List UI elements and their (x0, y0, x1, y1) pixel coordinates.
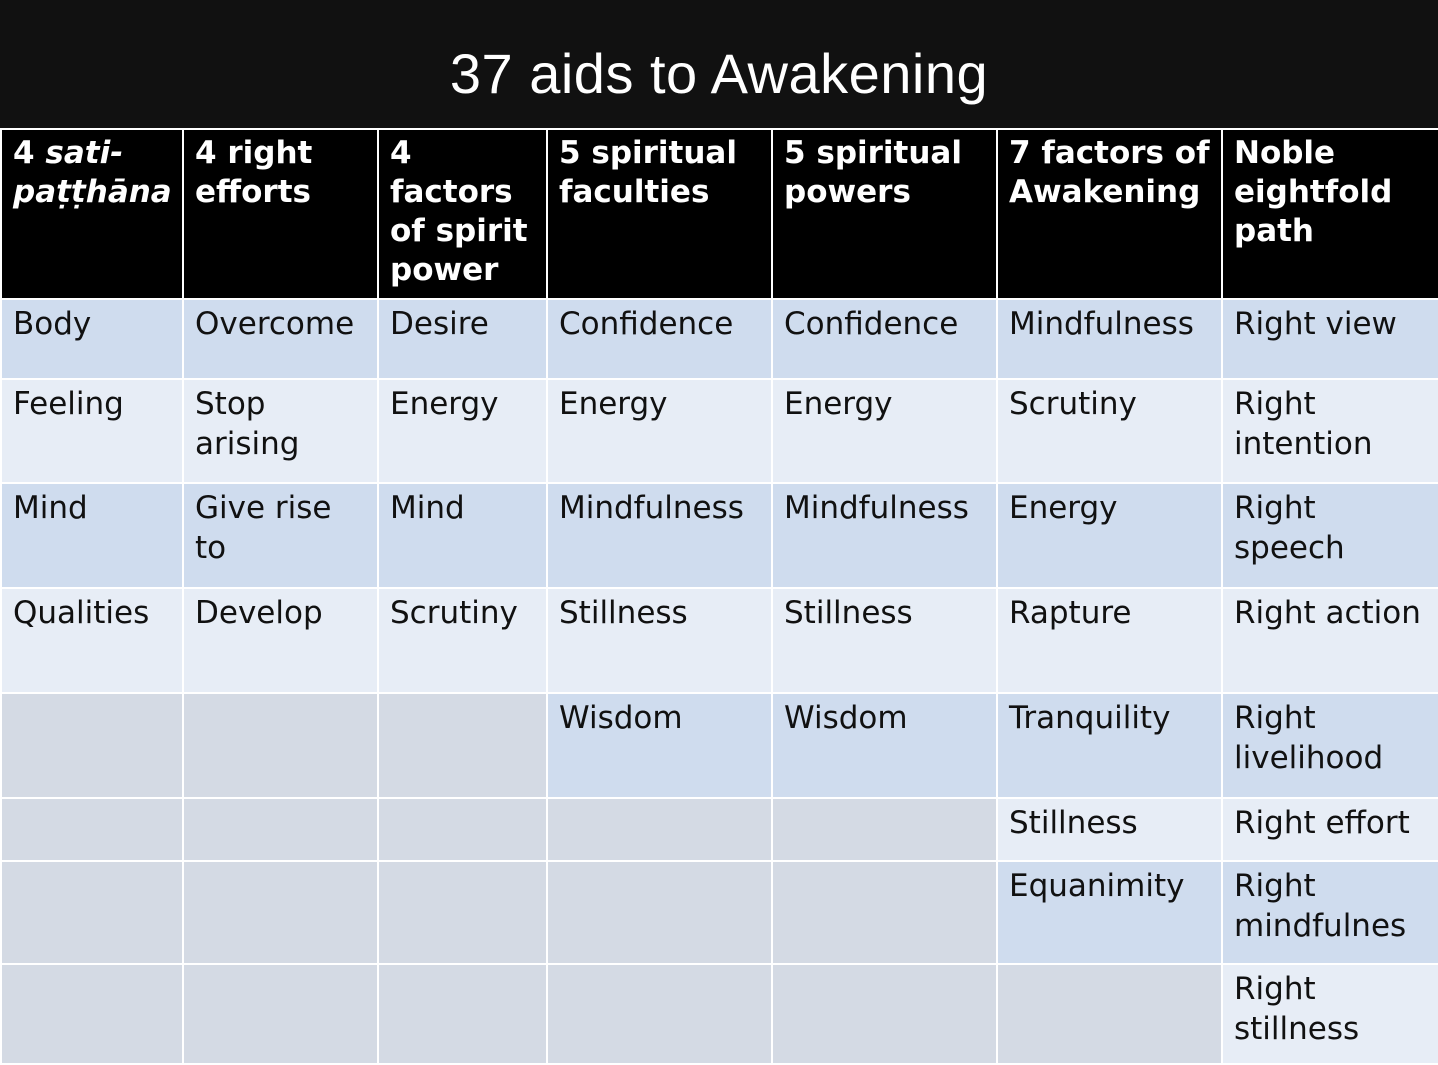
table-cell-empty (546, 963, 773, 1065)
table-cell: Overcome (182, 298, 379, 380)
table-cell: Scrutiny (377, 587, 548, 694)
table-cell-empty (377, 860, 548, 965)
table-cell: Right speech (1221, 482, 1438, 589)
header-row: 4 sati-paṭṭhāna 4 right efforts 4 factor… (0, 128, 1438, 300)
table-row: Right stillness (0, 963, 1438, 1065)
table-cell-empty (771, 797, 998, 862)
aids-table: 4 sati-paṭṭhāna 4 right efforts 4 factor… (0, 128, 1438, 1065)
header-spiritual-powers: 5 spiritual powers (771, 128, 998, 300)
table-cell-empty (771, 963, 998, 1065)
table-cell-highlight: Energy (996, 482, 1223, 589)
table-row: Equanimity Right mindfulnes (0, 860, 1438, 965)
table-cell: Body (0, 298, 184, 380)
table-cell-highlight: Stillness (546, 587, 773, 694)
table-cell-empty (771, 860, 998, 965)
table-cell-empty (182, 797, 379, 862)
table-cell: Give rise to (182, 482, 379, 589)
table-cell-empty (0, 797, 184, 862)
header-eightfold-path: Noble eightfold path (1221, 128, 1438, 300)
table-cell-empty (182, 963, 379, 1065)
table-cell: Wisdom (771, 692, 998, 799)
table-row: Qualities Develop Scrutiny Stillness Sti… (0, 587, 1438, 694)
table-cell-empty (377, 963, 548, 1065)
header-right-efforts: 4 right efforts (182, 128, 379, 300)
table-cell: Confidence (771, 298, 998, 380)
table-row: Mind Give rise to Mind Mindfulness Mindf… (0, 482, 1438, 589)
table-cell: Right intention (1221, 378, 1438, 484)
table-cell: Energy (377, 378, 548, 484)
table-cell-empty (996, 963, 1223, 1065)
table-cell: Right view (1221, 298, 1438, 380)
table-cell-empty (546, 797, 773, 862)
table-cell-empty (0, 692, 184, 799)
table-cell-highlight: Mindfulness (546, 482, 773, 589)
slide-title: 37 aids to Awakening (449, 41, 989, 105)
header-satipatthana: 4 sati-paṭṭhāna (0, 128, 184, 300)
table-cell: Right action (1221, 587, 1438, 694)
table-cell-highlight: Energy (546, 378, 773, 484)
table-cell-empty (377, 692, 548, 799)
table-cell-highlight: Energy (771, 378, 998, 484)
table-cell-highlight: Right stillness (1221, 963, 1438, 1065)
table-cell-empty (0, 963, 184, 1065)
table-cell-empty (182, 692, 379, 799)
table-row: Wisdom Wisdom Tranquility Right liveliho… (0, 692, 1438, 799)
table-cell: Desire (377, 298, 548, 380)
table-cell-highlight: Right mindfulnes (1221, 860, 1438, 965)
table-cell: Right livelihood (1221, 692, 1438, 799)
header-factors-of-awakening: 7 factors of Awakening (996, 128, 1223, 300)
table-cell-highlight: Mindfulness (771, 482, 998, 589)
table-cell: Rapture (996, 587, 1223, 694)
table-row: Stillness Right effort (0, 797, 1438, 862)
table-cell: Develop (182, 587, 379, 694)
table-cell: Scrutiny (996, 378, 1223, 484)
table-cell: Wisdom (546, 692, 773, 799)
table-cell: Qualities (0, 587, 184, 694)
header-spiritual-faculties: 5 spiritual faculties (546, 128, 773, 300)
table-cell: Confidence (546, 298, 773, 380)
table-cell: Mind (0, 482, 184, 589)
table-cell-empty (546, 860, 773, 965)
table-cell: Tranquility (996, 692, 1223, 799)
table-cell-highlight: Stillness (996, 797, 1223, 862)
table-cell: Mind (377, 482, 548, 589)
table-row: Feeling Stop arising Energy Energy Energ… (0, 378, 1438, 484)
slide-title-bar: 37 aids to Awakening (0, 0, 1438, 128)
table-cell-empty (182, 860, 379, 965)
table-cell: Feeling (0, 378, 184, 484)
header-spirit-power: 4 factors of spirit power (377, 128, 548, 300)
table-cell-highlight: Stillness (771, 587, 998, 694)
table-cell-empty (377, 797, 548, 862)
table-cell-highlight: Mindfulness (996, 298, 1223, 380)
table-cell-highlight: Right effort (1221, 797, 1438, 862)
table-row: Body Overcome Desire Confidence Confiden… (0, 298, 1438, 380)
table-cell: Equanimity (996, 860, 1223, 965)
table-cell-empty (0, 860, 184, 965)
table-cell: Stop arising (182, 378, 379, 484)
